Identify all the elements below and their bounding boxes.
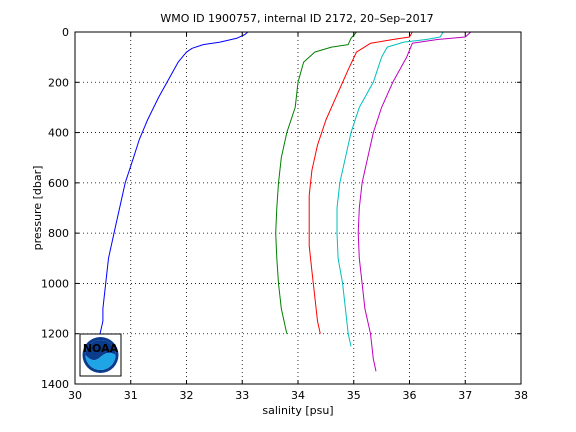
noaa-logo: NOAA xyxy=(79,333,122,377)
y-tick-label: 0 xyxy=(62,26,69,39)
x-tick-label: 36 xyxy=(403,389,417,402)
logo-text: NOAA xyxy=(83,342,119,355)
axis-ticks: 30 31 32 33 34 35 36 37 38 0 200 400 600 800 1000 1200 1… xyxy=(41,26,528,402)
x-tick-label: 38 xyxy=(514,389,528,402)
x-tick-label: 34 xyxy=(291,389,305,402)
y-tick-label: 200 xyxy=(48,76,69,89)
grid-lines xyxy=(75,32,521,384)
series-line-2 xyxy=(275,31,357,334)
y-tick-label: 800 xyxy=(48,227,69,240)
x-tick-label: 37 xyxy=(458,389,472,402)
y-tick-label: 1400 xyxy=(41,378,69,391)
series-line-4 xyxy=(336,31,444,347)
x-tick-label: 32 xyxy=(180,389,194,402)
y-axis-label: pressure [dbar] xyxy=(31,166,44,251)
y-tick-label: 1000 xyxy=(41,277,69,290)
series-line-5 xyxy=(357,31,472,372)
x-tick-label: 33 xyxy=(235,389,249,402)
x-tick-label: 30 xyxy=(68,389,82,402)
x-tick-label: 35 xyxy=(347,389,361,402)
chart-title: WMO ID 1900757, internal ID 2172, 20–Sep… xyxy=(160,12,433,25)
y-tick-label: 1200 xyxy=(41,328,69,341)
profile-lines xyxy=(99,31,472,372)
y-tick-label: 600 xyxy=(48,177,69,190)
series-line-3 xyxy=(308,31,413,334)
y-tick-label: 400 xyxy=(48,127,69,140)
logo-wave xyxy=(85,352,116,371)
x-tick-label: 31 xyxy=(124,389,138,402)
x-axis-label: salinity [psu] xyxy=(262,404,333,417)
series-line-1 xyxy=(99,31,249,334)
logo-sky xyxy=(85,340,116,361)
